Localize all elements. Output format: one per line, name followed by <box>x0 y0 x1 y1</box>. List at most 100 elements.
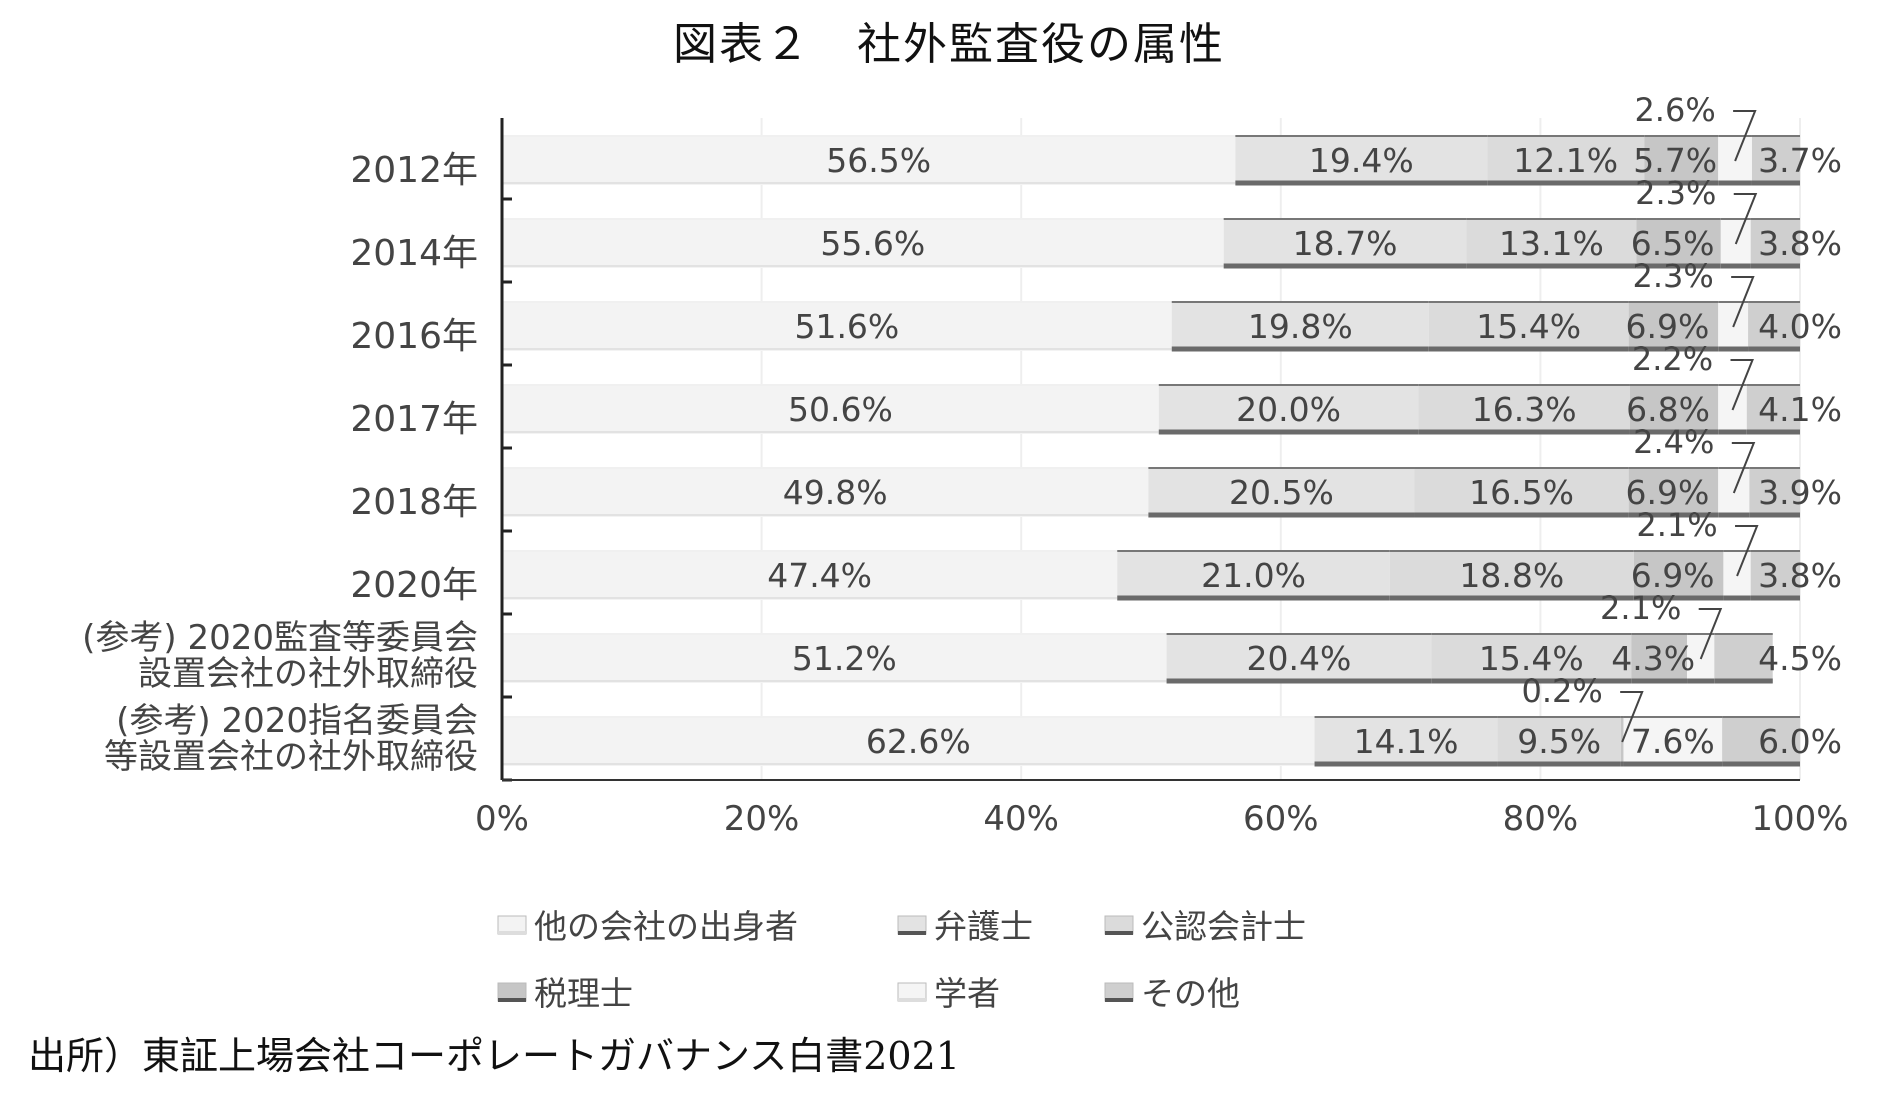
data-label: 6.9% <box>1626 307 1710 346</box>
bar-segment <box>1749 467 1800 517</box>
bar-segment <box>1636 218 1721 268</box>
data-label: 2.6% <box>1634 91 1715 129</box>
bar-segment <box>502 135 1236 185</box>
data-label: 0.2% <box>1522 672 1603 710</box>
bar-segment <box>1644 135 1719 185</box>
bar-segment <box>502 384 1159 434</box>
callout-leader <box>1698 608 1723 660</box>
data-label: 3.7% <box>1758 141 1842 180</box>
category-label: (参考) 2020指名委員会 <box>116 701 478 741</box>
category-label: 2012年 <box>350 150 478 191</box>
bar-segment <box>1633 550 1724 600</box>
data-label: 6.8% <box>1626 390 1710 429</box>
bar-segment <box>1431 633 1632 683</box>
bar-segment <box>1418 384 1630 434</box>
data-label: 21.0% <box>1201 556 1306 595</box>
bar-segment <box>1628 301 1719 351</box>
bar-segment <box>1487 135 1645 185</box>
data-label: 16.3% <box>1472 390 1577 429</box>
bar-segment <box>1714 633 1773 683</box>
bar-segment <box>1117 550 1390 600</box>
callout-leader <box>1731 276 1755 328</box>
legend-label: 公認会計士 <box>1141 907 1306 946</box>
category-label: 2020年 <box>350 565 478 606</box>
data-label: 4.5% <box>1758 639 1842 678</box>
data-label: 2.4% <box>1633 423 1714 461</box>
data-label: 49.8% <box>783 473 888 512</box>
legend-label: 税理士 <box>534 974 633 1010</box>
callout-leader <box>1735 525 1759 577</box>
data-label: 6.0% <box>1758 722 1842 761</box>
bar-segment <box>1746 384 1800 434</box>
data-label: 9.5% <box>1517 722 1601 761</box>
callout-leader <box>1733 110 1757 162</box>
bar-segment <box>502 467 1149 517</box>
bar-segment <box>1171 301 1429 351</box>
bar-segment <box>502 301 1172 351</box>
data-label: 18.8% <box>1459 556 1564 595</box>
data-label: 12.1% <box>1513 141 1618 180</box>
legend-label: その他 <box>1141 974 1240 1010</box>
data-label: 15.4% <box>1479 639 1584 678</box>
bar-segment <box>1631 633 1688 683</box>
bar-segment <box>1751 135 1800 185</box>
bar-segment <box>1629 384 1719 434</box>
category-label: 2018年 <box>350 482 478 523</box>
bar-segment <box>1166 633 1432 683</box>
category-label: 2016年 <box>350 316 478 357</box>
bar-segment <box>1750 550 1800 600</box>
data-label: 6.9% <box>1631 556 1715 595</box>
x-tick-label: 80% <box>1503 799 1579 839</box>
bar-segment <box>1223 218 1467 268</box>
bar-segment <box>1748 301 1800 351</box>
data-label: 47.4% <box>767 556 872 595</box>
data-label: 4.3% <box>1611 639 1695 678</box>
bar-segment <box>1235 135 1488 185</box>
bar-segment <box>1722 716 1800 766</box>
bar-segment <box>1389 550 1634 600</box>
bar-segment <box>1750 218 1800 268</box>
data-label: 13.1% <box>1499 224 1604 263</box>
category-label: 2017年 <box>350 399 478 440</box>
x-tick-label: 0% <box>475 799 529 839</box>
data-label: 6.5% <box>1631 224 1715 263</box>
x-tick-label: 20% <box>724 799 800 839</box>
bar-segment <box>502 716 1315 766</box>
category-label: 等設置会社の社外取締役 <box>104 737 478 777</box>
bar-segment <box>1158 384 1419 434</box>
data-label: 5.7% <box>1633 141 1717 180</box>
data-label: 7.6% <box>1631 722 1715 761</box>
bar-segment <box>1628 467 1719 517</box>
legend-label: 弁護士 <box>934 907 1033 946</box>
bar-segment <box>502 218 1224 268</box>
data-label: 19.4% <box>1309 141 1414 180</box>
x-tick-label: 100% <box>1751 799 1848 839</box>
data-label: 20.0% <box>1236 390 1341 429</box>
data-label: 56.5% <box>826 141 931 180</box>
data-label: 3.8% <box>1758 556 1842 595</box>
bar-segment <box>1497 716 1621 766</box>
bar-segment <box>1314 716 1498 766</box>
data-label: 4.1% <box>1758 390 1842 429</box>
data-label: 2.3% <box>1635 174 1716 212</box>
data-label: 3.9% <box>1758 473 1842 512</box>
bar-segment <box>502 633 1167 683</box>
data-label: 51.6% <box>794 307 899 346</box>
bar-segment <box>1623 716 1723 766</box>
bar-segment <box>502 550 1118 600</box>
legend-label: 学者 <box>934 974 1000 1010</box>
category-label: (参考) 2020監査等委員会 <box>82 618 478 658</box>
data-label: 18.7% <box>1293 224 1398 263</box>
x-tick-label: 60% <box>1243 799 1319 839</box>
x-tick-label: 40% <box>983 799 1059 839</box>
data-label: 15.4% <box>1476 307 1581 346</box>
data-label: 16.5% <box>1469 473 1574 512</box>
data-label: 3.8% <box>1758 224 1842 263</box>
bar-segment <box>1414 467 1629 517</box>
data-label: 2.2% <box>1632 340 1713 378</box>
callout-leader <box>1730 359 1754 411</box>
data-label: 2.3% <box>1633 257 1714 295</box>
data-label: 2.1% <box>1636 506 1717 544</box>
bar-segment <box>1428 301 1629 351</box>
data-label: 14.1% <box>1354 722 1459 761</box>
